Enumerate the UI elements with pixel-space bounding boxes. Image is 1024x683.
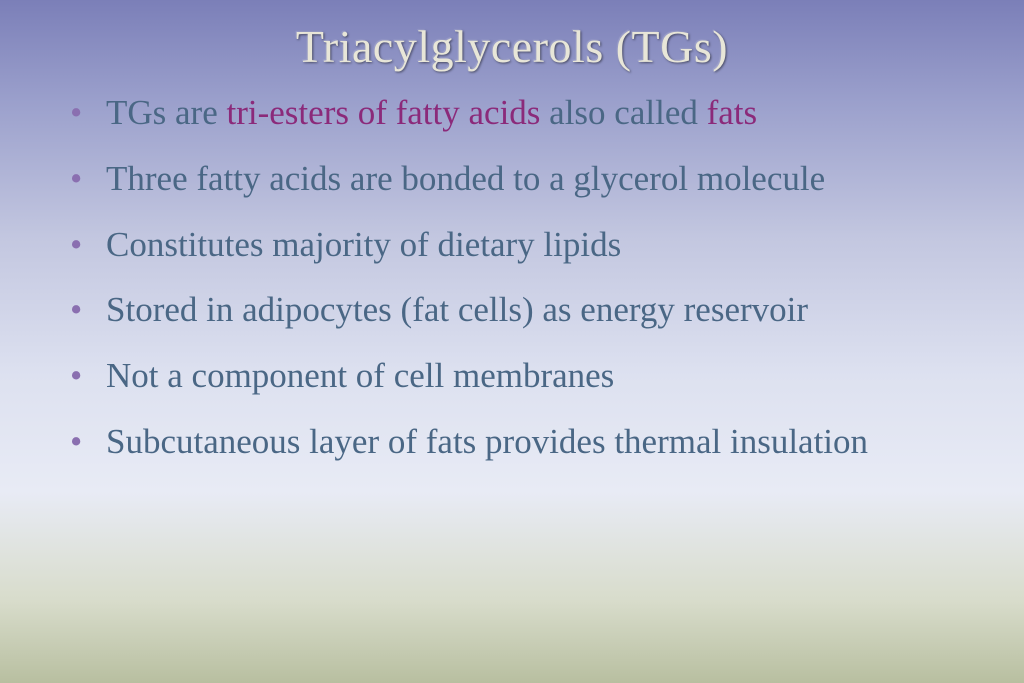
body-text: Three fatty acids are bonded to a glycer…	[106, 159, 825, 198]
slide-title: Triacylglycerols (TGs)	[50, 20, 974, 73]
slide: Triacylglycerols (TGs) TGs are tri-ester…	[0, 0, 1024, 683]
list-item: Not a component of cell membranes	[70, 354, 974, 398]
list-item: Stored in adipocytes (fat cells) as ener…	[70, 288, 974, 332]
body-text: also called	[540, 93, 706, 132]
body-text: Subcutaneous layer of fats provides ther…	[106, 422, 868, 461]
list-item: Three fatty acids are bonded to a glycer…	[70, 157, 974, 201]
body-text: TGs are	[106, 93, 227, 132]
body-text: Stored in adipocytes (fat cells) as ener…	[106, 290, 808, 329]
list-item: Constitutes majority of dietary lipids	[70, 223, 974, 267]
list-item: TGs are tri-esters of fatty acids also c…	[70, 91, 974, 135]
highlighted-text: fats	[707, 93, 758, 132]
body-text: Constitutes majority of dietary lipids	[106, 225, 621, 264]
highlighted-text: tri-esters of fatty acids	[227, 93, 541, 132]
body-text: Not a component of cell membranes	[106, 356, 614, 395]
bullet-list: TGs are tri-esters of fatty acids also c…	[50, 91, 974, 464]
list-item: Subcutaneous layer of fats provides ther…	[70, 420, 974, 464]
